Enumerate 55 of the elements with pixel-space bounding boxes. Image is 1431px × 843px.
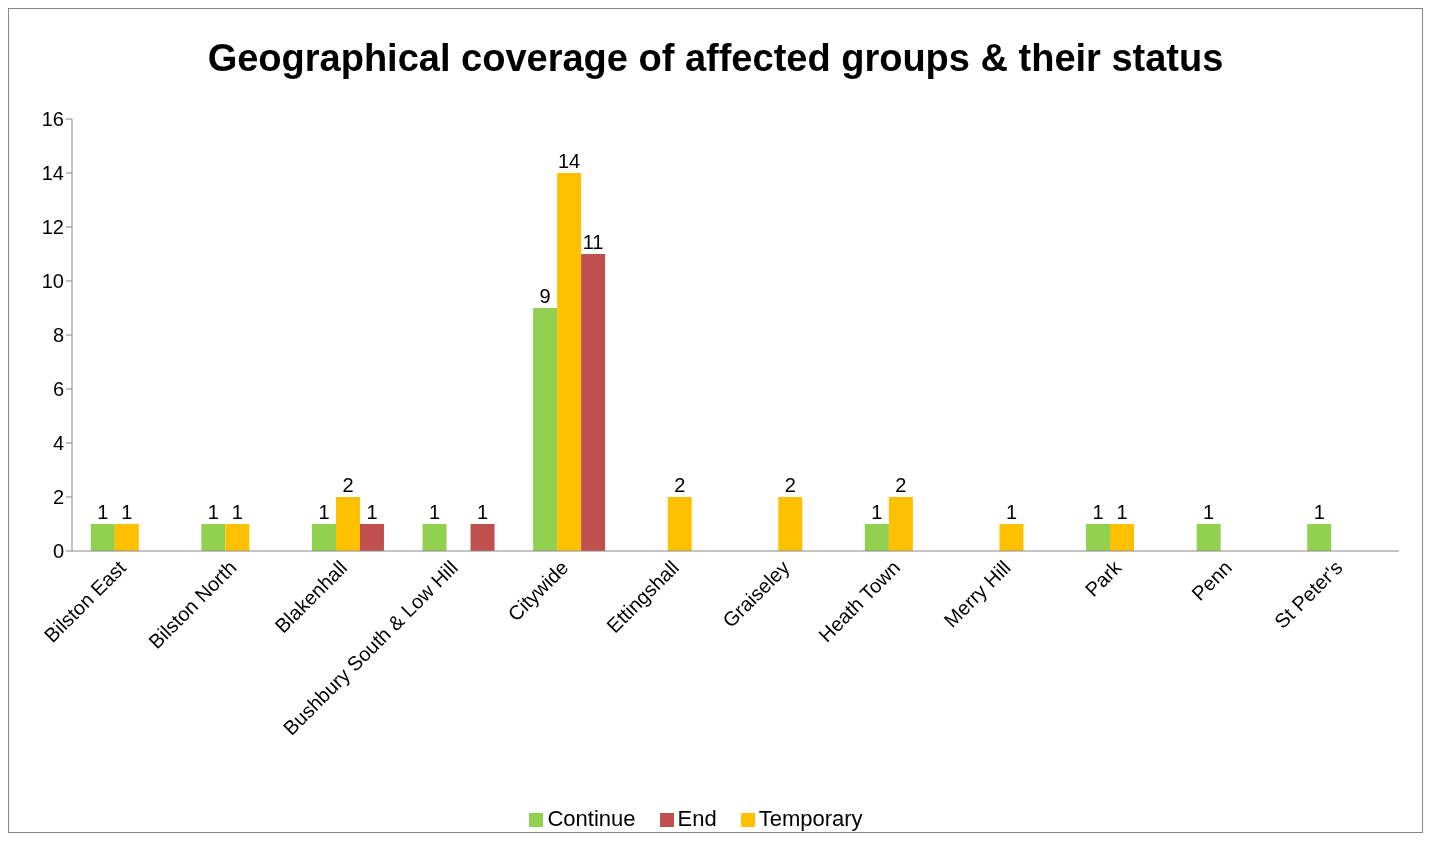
bar [1086, 524, 1111, 551]
y-tick-label: 6 [52, 378, 64, 401]
bar [225, 524, 250, 551]
chart-title: Geographical coverage of affected groups & their status [206, 37, 1225, 81]
y-tick-label: 0 [52, 540, 64, 563]
bar [864, 524, 889, 551]
bar [1307, 524, 1332, 551]
bar [778, 497, 803, 551]
y-tick-label: 12 [41, 216, 64, 239]
data-label: 2 [784, 474, 796, 496]
bar [581, 254, 606, 551]
bar [557, 173, 582, 551]
bar [311, 524, 336, 551]
data-label: 2 [342, 474, 354, 496]
bar [90, 524, 115, 551]
data-label: 1 [207, 501, 219, 523]
bar [470, 524, 495, 551]
y-tick-label: 14 [41, 162, 64, 185]
data-label: 1 [121, 501, 133, 523]
bar [533, 308, 558, 551]
legend-label: End [677, 806, 717, 831]
legend-label: Temporary [758, 806, 863, 831]
data-label: 2 [895, 474, 907, 496]
bar [335, 497, 360, 551]
bar [999, 524, 1024, 551]
data-label: 1 [1092, 501, 1104, 523]
bar [201, 524, 226, 551]
data-label: 1 [476, 501, 489, 523]
y-tick-label: 4 [52, 432, 64, 455]
data-label: 14 [558, 150, 581, 172]
y-tick-label: 8 [52, 324, 64, 347]
legend-label: Continue [547, 806, 636, 831]
data-label: 11 [582, 231, 604, 253]
data-label: 1 [318, 501, 330, 523]
bar [114, 524, 139, 551]
data-label: 1 [871, 501, 883, 523]
data-label: 1 [231, 501, 243, 523]
data-label: 1 [428, 501, 441, 523]
bar [1110, 524, 1135, 551]
bar [359, 524, 384, 551]
data-label: 2 [674, 474, 686, 496]
data-label: 1 [97, 501, 109, 523]
y-tick-label: 16 [41, 108, 64, 131]
bar [1196, 524, 1221, 551]
bar [888, 497, 913, 551]
y-tick-label: 2 [52, 486, 64, 509]
data-label: 1 [1203, 501, 1215, 523]
data-label: 1 [1005, 501, 1018, 523]
bar [667, 497, 692, 551]
data-label: 1 [1313, 501, 1325, 523]
data-label: 1 [1116, 501, 1128, 523]
data-label: 9 [539, 285, 551, 307]
bar [422, 524, 447, 551]
data-label: 1 [366, 501, 378, 523]
y-tick-label: 10 [41, 270, 64, 293]
